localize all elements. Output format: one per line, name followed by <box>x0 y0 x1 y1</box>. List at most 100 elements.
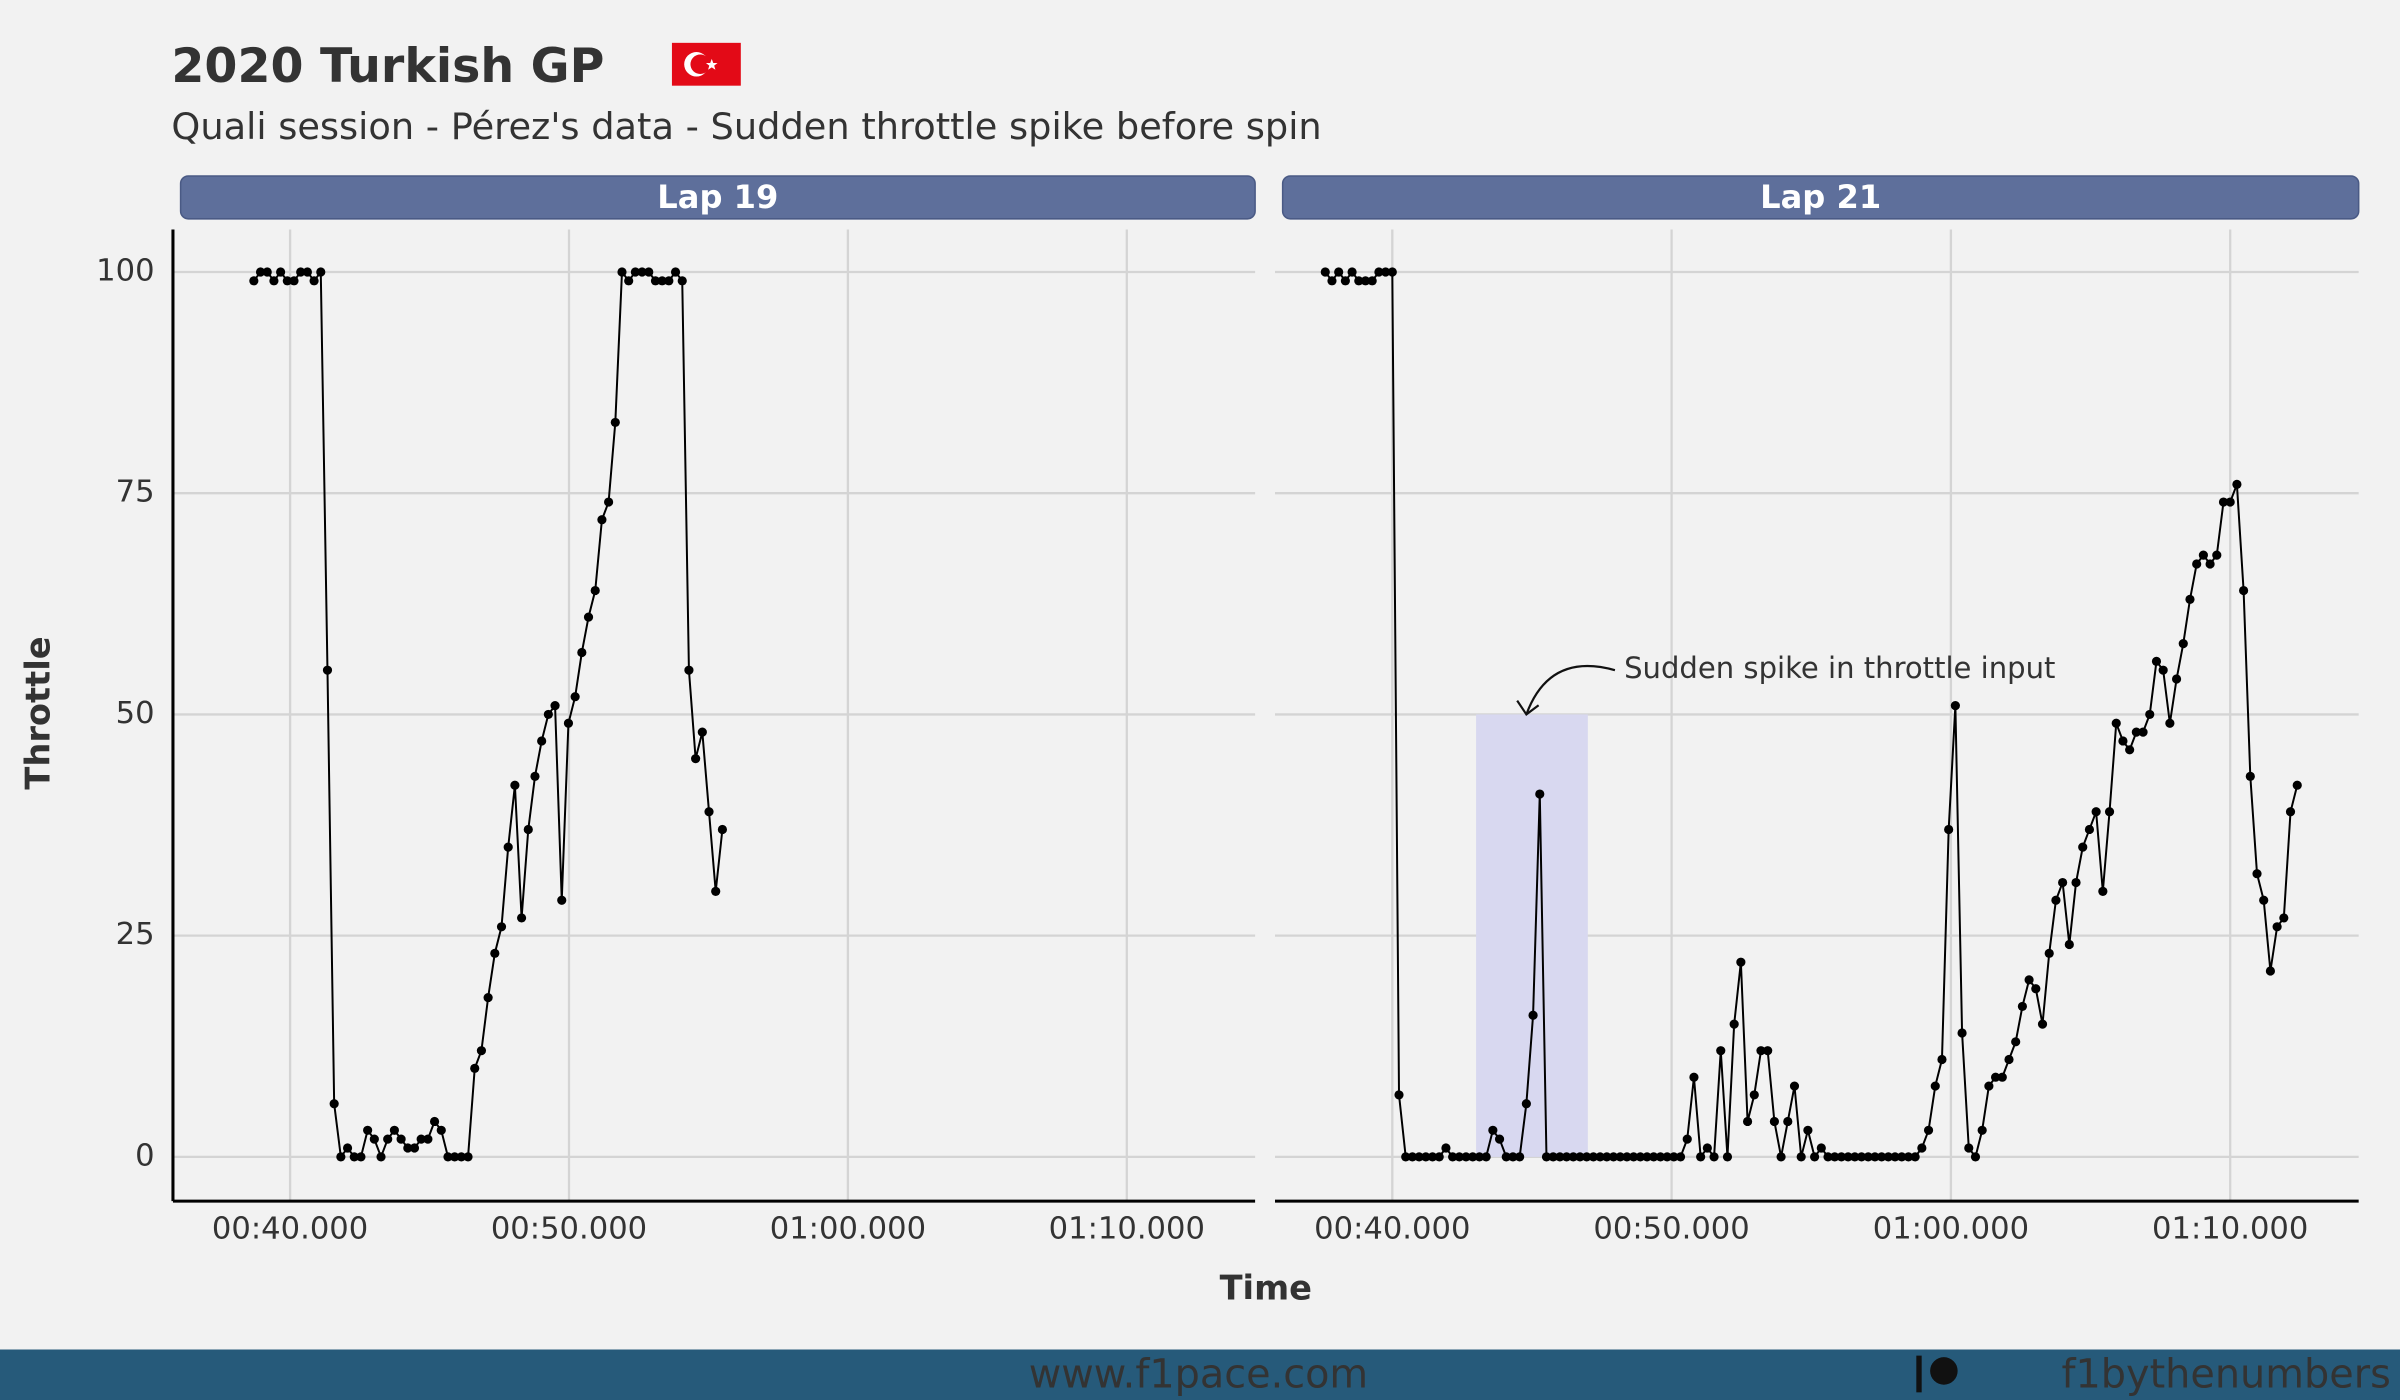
x-tick-label: 01:10.000 <box>1049 1212 1205 1247</box>
point <box>1843 1152 1853 1162</box>
point <box>2232 479 2242 489</box>
point <box>2125 745 2135 755</box>
point <box>717 824 727 835</box>
point <box>530 771 540 781</box>
point <box>1461 1152 1471 1162</box>
point <box>1360 276 1371 286</box>
point <box>369 1134 379 1144</box>
point <box>1541 1152 1552 1162</box>
point <box>1957 1028 1967 1038</box>
point <box>583 612 594 622</box>
point <box>289 276 299 286</box>
point <box>1877 1152 1887 1162</box>
point <box>543 709 553 720</box>
point <box>2011 1037 2021 1047</box>
point <box>1354 276 1364 286</box>
point <box>1642 1152 1652 1162</box>
point <box>276 267 286 277</box>
point <box>1923 1125 1934 1135</box>
point <box>1930 1081 1940 1091</box>
point <box>2165 718 2175 728</box>
point <box>1521 1099 1531 1109</box>
point <box>597 515 607 525</box>
point <box>342 1143 353 1153</box>
point <box>1568 1152 1578 1162</box>
point <box>1528 1010 1538 1020</box>
point <box>1816 1143 1826 1153</box>
point <box>711 886 721 896</box>
point <box>1675 1152 1686 1162</box>
point <box>657 276 667 286</box>
point <box>2078 842 2088 852</box>
point <box>2111 718 2121 728</box>
highlight <box>1476 714 1588 1157</box>
y-axis-label: Throttle <box>18 636 57 789</box>
point <box>1937 1054 1947 1065</box>
point <box>336 1152 346 1162</box>
point <box>363 1125 373 1135</box>
facet-strip <box>1281 175 2360 220</box>
point <box>1749 1090 1759 1100</box>
point <box>610 417 620 427</box>
point <box>1836 1152 1847 1162</box>
point <box>2004 1054 2014 1065</box>
facet-title: Lap 21 <box>1760 178 1881 216</box>
point <box>1696 1152 1706 1162</box>
point <box>2225 497 2235 507</box>
point <box>1575 1152 1585 1162</box>
point <box>1561 1152 1572 1162</box>
point <box>1515 1152 1525 1162</box>
x-tick-label: 01:00.000 <box>1873 1212 2029 1247</box>
point <box>1602 1152 1612 1162</box>
point <box>1984 1081 1994 1091</box>
point <box>1944 824 1954 835</box>
point <box>383 1134 393 1144</box>
point <box>1890 1152 1900 1162</box>
point <box>423 1134 433 1144</box>
point <box>697 727 707 737</box>
annotation-arrow <box>1525 664 1616 715</box>
chart-subtitle: Quali session - Pérez's data - Sudden th… <box>171 105 1321 148</box>
y-tick-label: 0 <box>135 1138 154 1173</box>
point <box>1689 1072 1699 1082</box>
point <box>1917 1143 1927 1153</box>
point <box>262 267 272 277</box>
footer-link: www.f1pace.com <box>1029 1352 1368 1398</box>
point <box>1608 1152 1619 1162</box>
point <box>1722 1152 1733 1162</box>
point <box>496 922 507 932</box>
point <box>1474 1152 1485 1162</box>
point <box>1783 1116 1793 1127</box>
point <box>1763 1046 1773 1056</box>
point <box>1830 1152 1840 1162</box>
point <box>1615 1152 1625 1162</box>
y-tick-label: 75 <box>116 475 155 510</box>
point <box>2145 709 2155 720</box>
point <box>1501 1152 1511 1162</box>
x-tick-label: 00:50.000 <box>1593 1212 1749 1247</box>
point <box>650 276 661 286</box>
point <box>2064 939 2074 950</box>
point <box>1582 1152 1592 1162</box>
point <box>309 276 319 286</box>
point <box>1702 1143 1712 1153</box>
point <box>2292 780 2302 790</box>
point <box>1803 1125 1813 1135</box>
y-tick-label: 25 <box>116 917 155 952</box>
point <box>1977 1125 1987 1135</box>
point <box>1789 1081 1800 1091</box>
point <box>1414 1152 1424 1162</box>
y-tick-label: 50 <box>116 696 155 731</box>
point <box>684 665 694 675</box>
point <box>503 842 513 852</box>
point <box>1535 789 1545 799</box>
point <box>2024 975 2034 985</box>
point <box>537 736 547 746</box>
point <box>1320 267 1330 277</box>
point <box>1454 1152 1464 1162</box>
point <box>249 276 259 286</box>
x-tick-label: 01:00.000 <box>770 1212 926 1247</box>
point <box>2044 948 2054 958</box>
point <box>1494 1134 1505 1144</box>
